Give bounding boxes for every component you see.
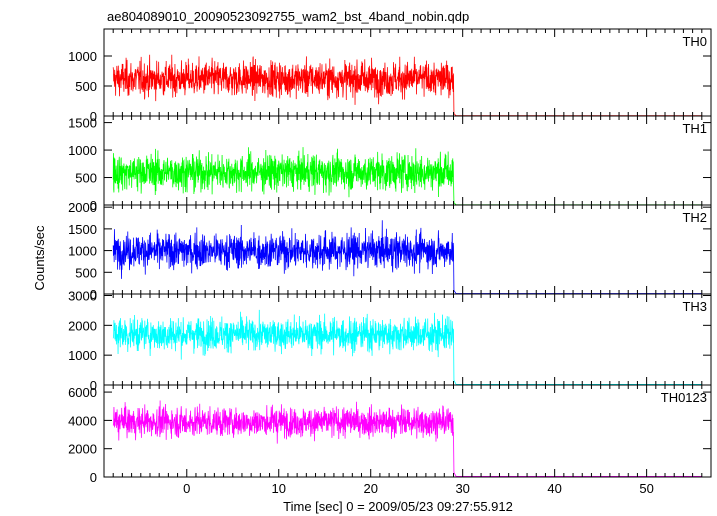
panels: 0 500 1000 TH0 0 500 1000 1500 TH1 0 500 1000 1500 20…	[68, 28, 712, 485]
y-tick-label: 1000	[68, 244, 97, 259]
x-tick-label: 50	[639, 481, 653, 496]
panel-th0123: 0 2000 4000 6000 TH0123	[68, 384, 712, 485]
y-tick-label: 1500	[68, 222, 97, 237]
y-tick-label: 500	[75, 79, 97, 94]
y-tick-label: 0	[90, 198, 97, 213]
x-axis: 0 10 20 30 40 50	[183, 481, 654, 496]
y-tick-label: 0	[90, 470, 97, 485]
panel-th0: 0 500 1000 TH0	[68, 28, 712, 124]
y-tick-label: 0	[90, 287, 97, 302]
panel-label-th0123: TH0123	[661, 390, 707, 405]
y-tick-label: 6000	[68, 385, 97, 400]
series-line-th1	[112, 147, 702, 206]
y-tick-label: 2000	[68, 200, 97, 215]
y-tick-label: 500	[75, 171, 97, 186]
panel-frame	[103, 384, 712, 478]
y-tick-label: 1000	[68, 143, 97, 158]
y-tick-label: 0	[90, 109, 97, 124]
panel-th3: 0 1000 2000 3000 TH3	[68, 288, 712, 393]
x-axis-label: Time [sec] 0 = 2009/05/23 09:27:55.912	[283, 499, 513, 514]
x-tick-label: 20	[363, 481, 377, 496]
y-tick-label: 2000	[68, 442, 97, 457]
panel-th1: 0 500 1000 1500 TH1	[68, 115, 712, 213]
y-tick-label: 1000	[68, 348, 97, 363]
chart-title: ae804089010_20090523092755_wam2_bst_4ban…	[107, 9, 469, 24]
x-tick-label: 0	[183, 481, 190, 496]
y-tick-label: 0	[90, 378, 97, 393]
series-line-th0123	[112, 400, 702, 477]
panel-label-th3: TH3	[682, 299, 707, 314]
y-tick-label: 1500	[68, 116, 97, 131]
series-line-th3	[112, 309, 702, 385]
y-tick-label: 1000	[68, 49, 97, 64]
y-tick-label: 500	[75, 265, 97, 280]
panel-frame	[103, 115, 712, 206]
panel-label-th1: TH1	[682, 121, 707, 136]
series-line-th2	[112, 220, 702, 294]
panel-label-th2: TH2	[682, 210, 707, 225]
x-tick-label: 10	[272, 481, 286, 496]
y-tick-label: 4000	[68, 413, 97, 428]
x-tick-label: 40	[547, 481, 561, 496]
y-tick-label: 2000	[68, 318, 97, 333]
y-tick-label: 3000	[68, 288, 97, 303]
panel-label-th0: TH0	[682, 34, 707, 49]
panel-th2: 0 500 1000 1500 2000 TH2	[68, 200, 712, 302]
y-axis-label: Counts/sec	[32, 225, 47, 291]
series-line-th0	[112, 54, 702, 117]
x-tick-label: 30	[455, 481, 469, 496]
